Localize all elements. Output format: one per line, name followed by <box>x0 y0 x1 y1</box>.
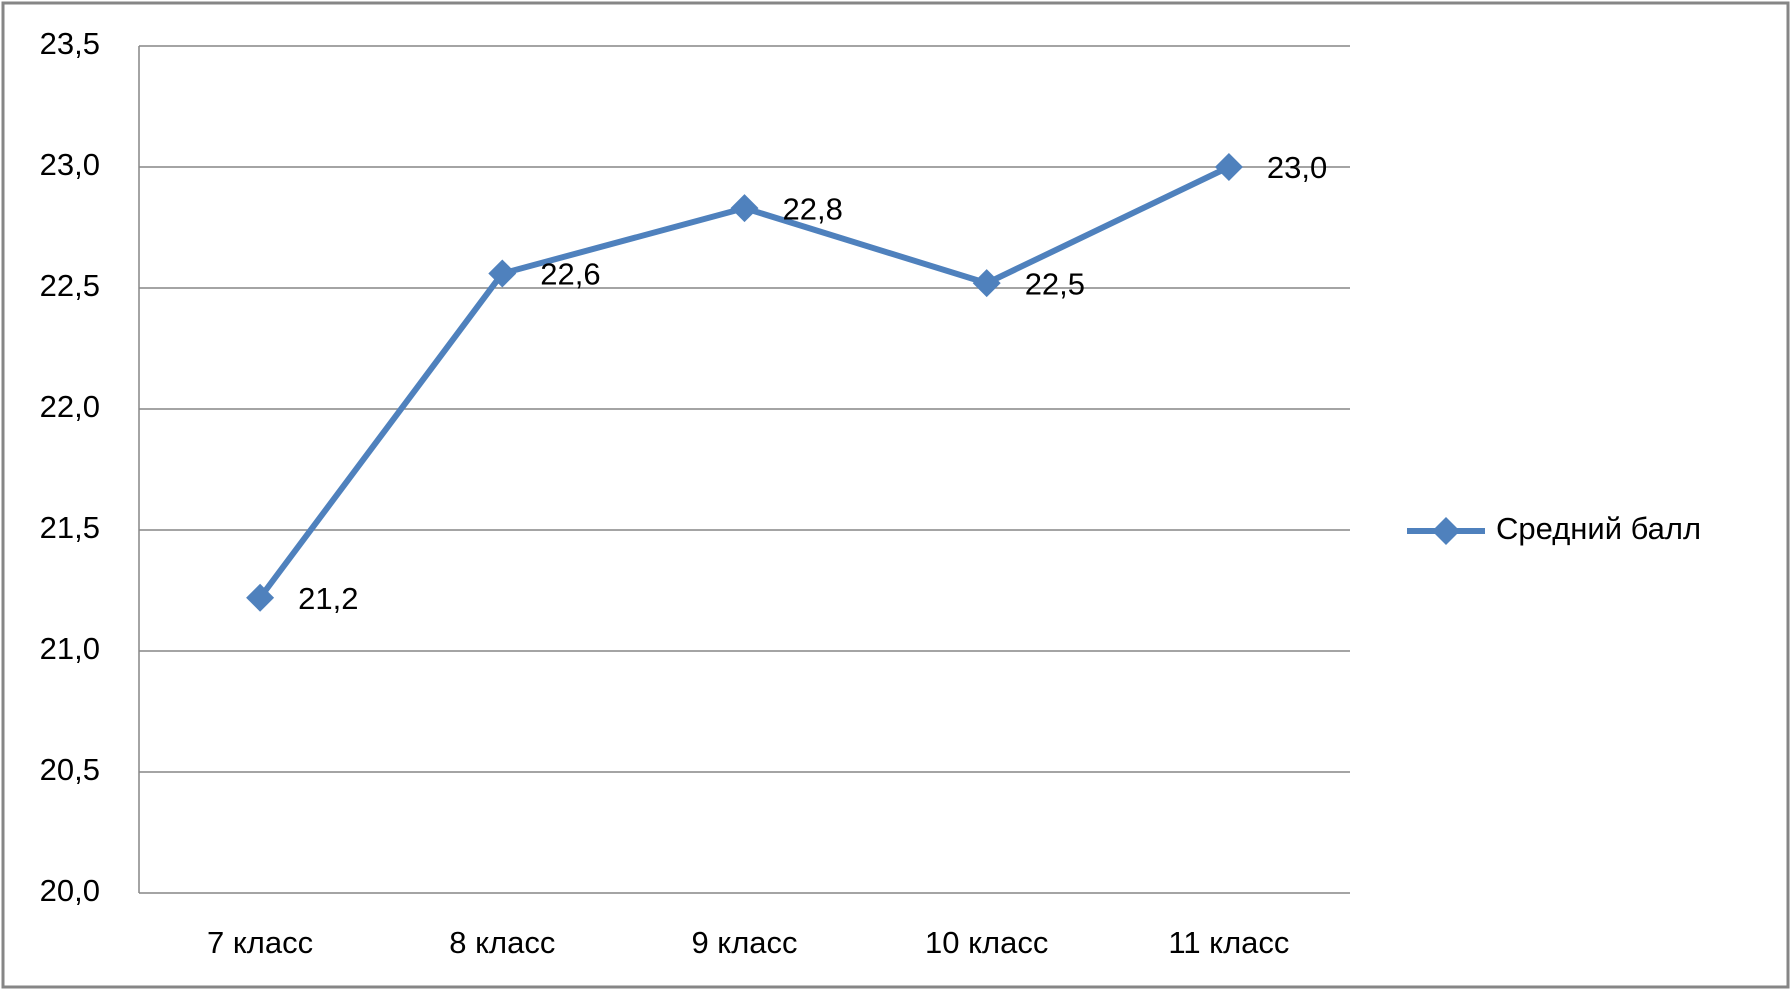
line-marker <box>246 583 275 612</box>
y-tick-label: 22,5 <box>40 268 100 303</box>
x-tick-label: 7 класс <box>207 925 313 960</box>
line-marker <box>972 269 1001 298</box>
legend-label: Средний балл <box>1496 511 1701 546</box>
x-tick-label: 11 класс <box>1168 925 1289 960</box>
y-tick-label: 23,5 <box>40 26 100 61</box>
x-tick-label: 10 класс <box>925 925 1048 960</box>
legend-marker <box>1432 517 1460 545</box>
line-marker <box>730 194 759 223</box>
data-label: 23,0 <box>1267 150 1327 185</box>
line-marker <box>488 259 517 288</box>
data-label: 22,6 <box>540 257 600 292</box>
y-tick-label: 22,0 <box>40 389 100 424</box>
data-label: 21,2 <box>298 581 358 616</box>
x-tick-label: 9 класс <box>691 925 797 960</box>
line-marker <box>1214 153 1243 181</box>
y-tick-label: 21,5 <box>40 510 100 545</box>
data-label: 22,8 <box>783 191 843 226</box>
y-tick-label: 23,0 <box>40 147 100 182</box>
y-tick-label: 21,0 <box>40 631 100 666</box>
x-tick-label: 8 класс <box>449 925 555 960</box>
y-tick-label: 20,5 <box>40 752 100 787</box>
y-tick-label: 20,0 <box>40 873 100 908</box>
data-label: 22,5 <box>1025 266 1085 301</box>
